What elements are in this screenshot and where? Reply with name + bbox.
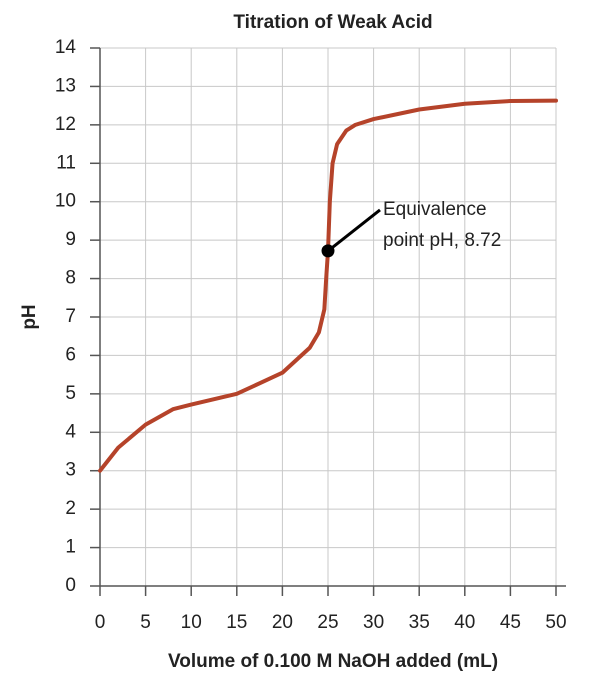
equivalence-point xyxy=(321,244,335,258)
y-tick-label: 5 xyxy=(65,383,76,404)
x-tick-label: 45 xyxy=(500,612,521,633)
x-tick-label: 40 xyxy=(454,612,475,633)
x-tick-label: 50 xyxy=(545,612,566,633)
data-line xyxy=(98,98,558,473)
y-axis-label: pH xyxy=(19,304,40,329)
chart-title: Titration of Weak Acid xyxy=(233,12,432,33)
annotation-text: Equivalence xyxy=(383,199,487,220)
y-tick-label: 13 xyxy=(55,75,76,96)
y-tick-label: 0 xyxy=(65,575,76,596)
y-tick-label: 2 xyxy=(65,498,76,519)
y-tick-label: 6 xyxy=(65,344,76,365)
x-tick-label: 5 xyxy=(140,612,151,633)
y-tick-label: 1 xyxy=(65,537,76,558)
y-tick-label: 4 xyxy=(65,421,76,442)
x-axis-label: Volume of 0.100 M NaOH added (mL) xyxy=(168,651,498,672)
y-tick-label: 8 xyxy=(65,268,76,289)
x-tick-label: 20 xyxy=(272,612,293,633)
y-tick-label: 9 xyxy=(65,229,76,250)
annotation-leader xyxy=(327,208,381,253)
x-tick-label: 10 xyxy=(181,612,202,633)
y-tick-label: 7 xyxy=(65,306,76,327)
x-tick-label: 35 xyxy=(409,612,430,633)
y-tick-label: 14 xyxy=(55,37,77,58)
y-tick-label: 3 xyxy=(65,460,76,481)
y-tick-label: 10 xyxy=(55,191,76,212)
annotation-text: point pH, 8.72 xyxy=(383,230,501,251)
x-tick-label: 30 xyxy=(363,612,384,633)
x-tick-label: 25 xyxy=(317,612,338,633)
x-tick-label: 0 xyxy=(95,612,106,633)
y-tick-label: 12 xyxy=(55,114,76,135)
x-tick-label: 15 xyxy=(226,612,247,633)
y-tick-label: 11 xyxy=(56,152,76,173)
